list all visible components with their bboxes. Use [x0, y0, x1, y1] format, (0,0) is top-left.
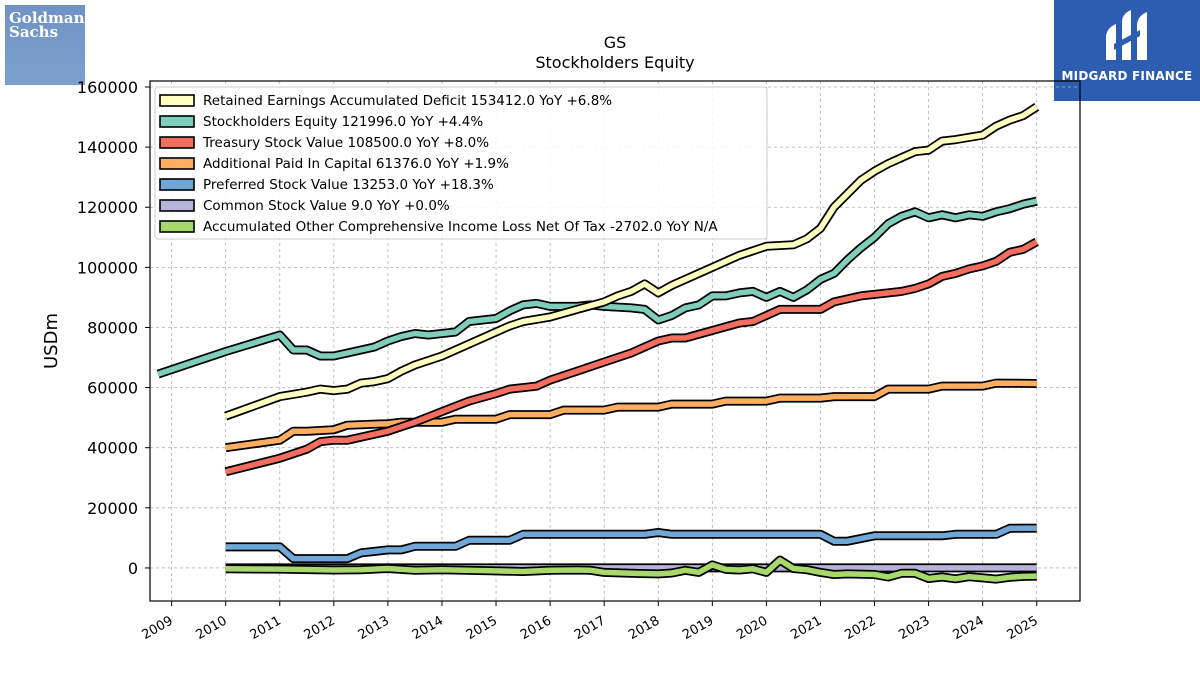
midgard-emblem-icon	[1106, 10, 1147, 60]
plot-frame	[149, 80, 1081, 602]
legend-box	[154, 86, 768, 240]
x-tick-label: 2024	[951, 613, 987, 643]
legend-swatch-retained	[159, 94, 195, 107]
y-tick-label: 160000	[77, 78, 138, 97]
chart-legend: Retained Earnings Accumulated Deficit 15…	[154, 86, 768, 240]
logo-text-line1: Goldman	[9, 9, 85, 27]
y-axis-label: USDm	[41, 313, 62, 369]
x-tick-label: 2023	[896, 613, 932, 643]
midgard-finance-logo: MIDGARD FINANCE	[1054, 0, 1200, 101]
x-tick-label: 2011	[248, 613, 284, 643]
legend-label-common: Common Stock Value 9.0 YoY +0.0%	[203, 198, 450, 214]
x-tick-label: 2021	[788, 613, 824, 643]
series-apic	[225, 378, 1037, 453]
series-treasury	[224, 237, 1039, 477]
x-tick-label: 2020	[734, 613, 770, 643]
x-tick-label: 2016	[518, 613, 554, 643]
legend-label-retained: Retained Earnings Accumulated Deficit 15…	[203, 93, 612, 109]
legend-label-aoci: Accumulated Other Comprehensive Income L…	[203, 219, 718, 235]
legend-label-apic: Additional Paid In Capital 61376.0 YoY +…	[203, 156, 509, 172]
x-tick-label: 2013	[356, 613, 392, 643]
logo-text-line2: Sachs	[9, 23, 59, 41]
x-tick-label: 2009	[139, 613, 175, 643]
x-tick-label: 2014	[410, 613, 446, 643]
x-tick-label: 2012	[302, 613, 338, 643]
y-tick-label: 80000	[87, 318, 138, 337]
series-line-equity	[157, 198, 1038, 377]
goldman-sachs-logo: Goldman Sachs	[5, 5, 85, 85]
y-tick-label: 20000	[87, 499, 138, 518]
chart-title: GS	[604, 33, 627, 52]
y-tick-label: 40000	[87, 439, 138, 458]
y-tick-label: 140000	[77, 138, 138, 157]
y-axis-ticks: 0 20000 40000 60000 80000 100000 120000 140000 1…	[77, 78, 150, 578]
series-line-treasury	[225, 239, 1039, 475]
legend-swatch-aoci	[159, 220, 195, 233]
series-equity	[156, 196, 1038, 379]
legend-swatch-preferred	[159, 178, 195, 191]
legend-swatch-apic	[159, 157, 195, 170]
x-axis-ticks: 2009 2010 2011 2012 2013 2014 2015 2016 2017 2018…	[139, 601, 1041, 643]
chart-subtitle: Stockholders Equity	[535, 53, 694, 72]
y-tick-label: 120000	[77, 198, 138, 217]
y-tick-label: 0	[128, 559, 138, 578]
series-preferred	[225, 523, 1037, 564]
legend-swatch-treasury	[159, 136, 195, 149]
legend-swatch-equity	[159, 115, 195, 128]
series-line-preferred	[225, 525, 1037, 562]
series-line-retained	[224, 104, 1039, 419]
series-layer	[156, 103, 1040, 584]
x-tick-label: 2017	[572, 613, 608, 643]
y-tick-label: 100000	[77, 258, 138, 277]
x-tick-label: 2010	[194, 613, 230, 643]
legend-label-treasury: Treasury Stock Value 108500.0 YoY +8.0%	[202, 135, 489, 151]
series-aoci	[225, 555, 1037, 584]
x-tick-label: 2022	[842, 613, 878, 643]
legend-label-preferred: Preferred Stock Value 13253.0 YoY +18.3%	[203, 177, 494, 193]
x-tick-label: 2025	[1005, 613, 1041, 643]
x-tick-label: 2018	[626, 613, 662, 643]
x-tick-label: 2019	[680, 613, 716, 643]
y-tick-label: 60000	[87, 379, 138, 398]
legend-label-equity: Stockholders Equity 121996.0 YoY +4.4%	[203, 114, 483, 130]
series-line-aoci	[225, 557, 1037, 582]
midgard-finance-name: MIDGARD FINANCE	[1061, 69, 1193, 83]
legend-swatch-common	[159, 199, 195, 212]
series-line-apic	[225, 380, 1037, 451]
series-retained	[224, 103, 1040, 421]
x-tick-label: 2015	[464, 613, 500, 643]
